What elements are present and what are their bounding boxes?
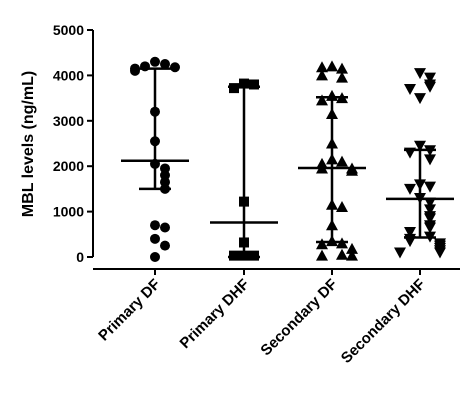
data-point — [326, 137, 338, 149]
data-point — [316, 94, 328, 106]
data-point — [316, 238, 328, 250]
data-point — [404, 84, 416, 96]
data-point — [424, 231, 436, 243]
data-point — [424, 204, 436, 216]
plot-area — [121, 56, 454, 262]
y-axis-title: MBL levels (ng/mL) — [20, 71, 37, 217]
data-point — [336, 201, 348, 213]
data-point — [424, 197, 436, 209]
data-point — [316, 61, 328, 73]
data-point — [160, 59, 170, 70]
series-primary-df — [121, 56, 189, 262]
data-point — [150, 220, 160, 231]
data-point — [336, 62, 348, 74]
data-point — [424, 72, 436, 84]
data-point — [326, 60, 338, 72]
data-point — [326, 89, 338, 101]
data-point — [249, 250, 259, 261]
y-axis: 0 1000 2000 3000 4000 5000 — [53, 22, 94, 265]
data-point — [326, 153, 338, 165]
data-point — [326, 198, 338, 210]
data-point — [414, 68, 426, 80]
y-tick-label: 1000 — [53, 204, 84, 220]
x-tick-label: Primary DF — [95, 276, 164, 345]
data-point — [326, 235, 338, 247]
data-point — [394, 247, 406, 259]
data-point — [434, 247, 446, 259]
data-point — [346, 249, 358, 261]
series-primary-dhf — [210, 78, 278, 261]
data-point — [326, 219, 338, 231]
series-secondary-dhf — [386, 68, 454, 259]
y-tick-label: 0 — [76, 249, 84, 265]
data-point — [229, 250, 239, 261]
data-point — [316, 249, 328, 261]
data-point — [150, 252, 160, 262]
data-point — [150, 136, 160, 147]
data-point — [336, 71, 348, 83]
data-point — [424, 213, 436, 225]
data-point — [160, 183, 170, 194]
data-point — [414, 93, 426, 105]
data-point — [239, 78, 249, 89]
data-point — [150, 158, 160, 169]
data-point — [130, 65, 140, 76]
data-point — [239, 196, 249, 207]
data-point — [404, 183, 416, 195]
data-point — [424, 154, 436, 166]
data-point — [249, 79, 259, 90]
y-tick-label: 2000 — [53, 158, 84, 174]
y-tick-label: 5000 — [53, 22, 84, 38]
data-point — [150, 106, 160, 117]
data-point — [336, 248, 348, 260]
data-point — [336, 92, 348, 104]
data-point — [414, 192, 426, 204]
data-point — [239, 250, 249, 261]
data-point — [346, 242, 358, 254]
data-point — [404, 227, 416, 239]
data-point — [229, 83, 239, 94]
data-point — [170, 62, 180, 73]
data-point — [424, 145, 436, 157]
x-axis: Primary DF Primary DHF Secondary DFSeconda… — [93, 268, 460, 367]
data-point — [239, 237, 249, 248]
data-point — [316, 69, 328, 81]
data-point — [414, 179, 426, 191]
x-tick-label: Primary DHF — [177, 276, 253, 352]
data-point — [414, 140, 426, 152]
y-tick-label: 3000 — [53, 113, 84, 129]
data-point — [336, 155, 348, 167]
data-point — [150, 56, 160, 67]
data-point — [404, 236, 416, 248]
data-point — [160, 240, 170, 251]
data-point — [424, 222, 436, 234]
data-point — [424, 181, 436, 193]
series-secondary-df — [298, 60, 366, 261]
data-point — [316, 162, 328, 174]
data-point — [404, 147, 416, 159]
data-point — [336, 237, 348, 249]
data-point — [424, 81, 436, 93]
y-tick-label: 4000 — [53, 67, 84, 83]
data-point — [150, 233, 160, 244]
data-point — [326, 107, 338, 119]
x-tick-label: Secondary DHF — [338, 276, 429, 367]
x-tick-label: Secondary DF — [257, 276, 340, 359]
data-point — [346, 164, 358, 176]
data-point — [140, 61, 150, 72]
data-point — [160, 222, 170, 233]
